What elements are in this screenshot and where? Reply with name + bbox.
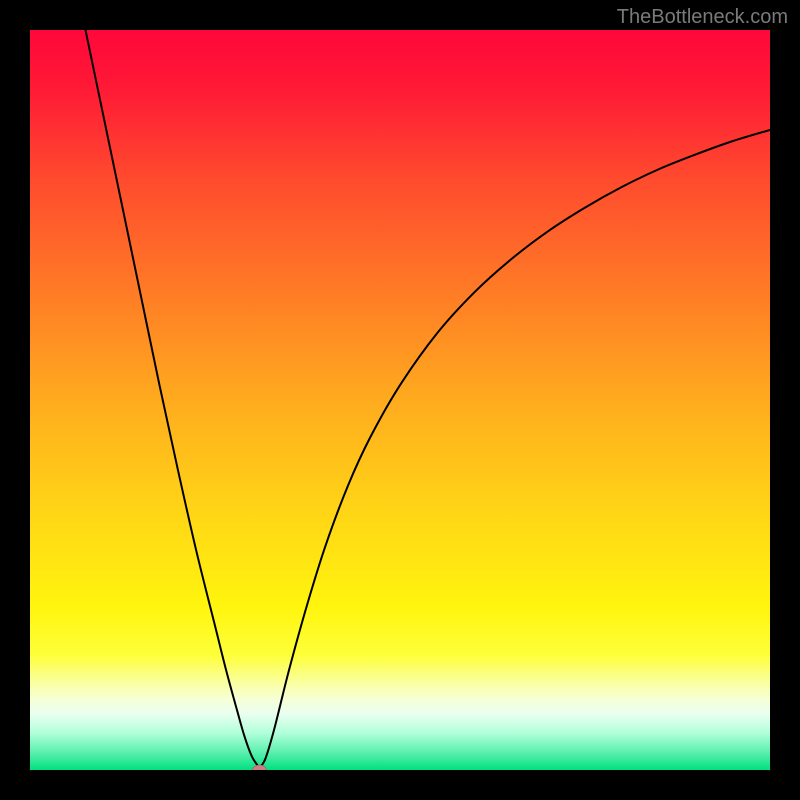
watermark: TheBottleneck.com [617, 6, 788, 29]
chart-svg [30, 30, 770, 770]
watermark-text: TheBottleneck.com [617, 6, 788, 28]
plot-area [30, 30, 770, 770]
chart-background [30, 30, 770, 770]
figure-container: TheBottleneck.com [0, 0, 800, 800]
